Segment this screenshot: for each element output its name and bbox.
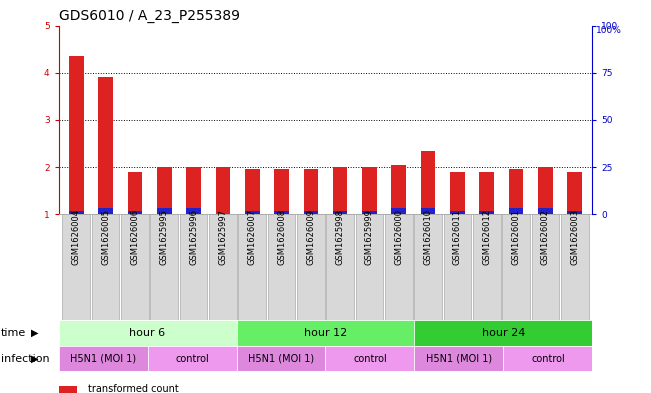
Text: GSM1626001: GSM1626001 [512,209,521,265]
Bar [532,214,559,320]
Bar [157,208,171,214]
Text: control: control [531,354,565,364]
Bar [69,211,83,214]
Text: H5N1 (MOI 1): H5N1 (MOI 1) [70,354,136,364]
Bar [362,167,377,214]
Text: GSM1626010: GSM1626010 [424,209,433,265]
Bar [568,211,582,214]
Bar [98,208,113,214]
Bar [538,167,553,214]
Text: GSM1625995: GSM1625995 [159,209,169,265]
Bar [450,211,465,214]
Bar [391,208,406,214]
Text: transformed count: transformed count [88,384,179,393]
Text: hour 24: hour 24 [482,328,525,338]
Bar [236,320,415,346]
Bar [415,346,503,371]
Bar [59,386,77,393]
Bar [450,172,465,214]
Bar [391,165,406,214]
Bar [415,320,592,346]
Text: GSM1626012: GSM1626012 [482,209,492,265]
Bar [333,211,348,214]
Bar [148,346,236,371]
Bar [98,77,113,214]
Text: control: control [175,354,209,364]
Bar [480,172,494,214]
Bar [268,214,296,320]
Bar [561,214,589,320]
Bar [509,169,523,214]
Text: infection: infection [1,354,49,364]
Bar [326,214,354,320]
Text: time: time [1,328,26,338]
Text: GSM1626011: GSM1626011 [453,209,462,265]
Bar [414,214,442,320]
Text: H5N1 (MOI 1): H5N1 (MOI 1) [248,354,314,364]
Bar [480,211,494,214]
Bar [362,211,377,214]
Text: ▶: ▶ [31,354,39,364]
Bar [509,208,523,214]
Text: GSM1625998: GSM1625998 [336,209,344,265]
Bar [443,214,471,320]
Text: GSM1626005: GSM1626005 [101,209,110,265]
Text: ▶: ▶ [31,328,39,338]
Bar [326,346,415,371]
Bar [215,167,230,214]
Text: GSM1625996: GSM1625996 [189,209,198,265]
Bar [69,56,83,214]
Text: GSM1626009: GSM1626009 [307,209,315,265]
Bar [245,211,260,214]
Bar [421,151,436,214]
Bar [150,214,178,320]
Text: GSM1626003: GSM1626003 [570,209,579,265]
Text: hour 6: hour 6 [130,328,165,338]
Bar [92,214,119,320]
Bar [186,208,201,214]
Bar [355,214,383,320]
Text: 100%: 100% [596,26,622,35]
Text: control: control [353,354,387,364]
Bar [186,167,201,214]
Text: GSM1626004: GSM1626004 [72,209,81,265]
Text: GSM1625997: GSM1625997 [218,209,227,265]
Bar [274,169,289,214]
Bar [59,346,148,371]
Text: GSM1626007: GSM1626007 [247,209,256,265]
Bar [245,169,260,214]
Bar [538,208,553,214]
Bar [385,214,413,320]
Bar [180,214,208,320]
Text: GSM1626000: GSM1626000 [395,209,404,265]
Bar [59,320,236,346]
Text: GSM1625999: GSM1625999 [365,209,374,265]
Text: H5N1 (MOI 1): H5N1 (MOI 1) [426,354,492,364]
Text: GDS6010 / A_23_P255389: GDS6010 / A_23_P255389 [59,9,240,23]
Bar [128,172,142,214]
Bar [238,214,266,320]
Bar [209,214,237,320]
Bar [421,208,436,214]
Bar [333,167,348,214]
Text: GSM1626006: GSM1626006 [130,209,139,265]
Bar [297,214,325,320]
Bar [157,167,171,214]
Bar [502,214,530,320]
Bar [303,211,318,214]
Bar [128,211,142,214]
Bar [568,172,582,214]
Bar [121,214,149,320]
Bar [503,346,592,371]
Bar [303,169,318,214]
Text: GSM1626002: GSM1626002 [541,209,550,265]
Bar [236,346,326,371]
Text: hour 12: hour 12 [304,328,347,338]
Bar [473,214,501,320]
Text: GSM1626008: GSM1626008 [277,209,286,265]
Bar [274,211,289,214]
Bar [62,214,90,320]
